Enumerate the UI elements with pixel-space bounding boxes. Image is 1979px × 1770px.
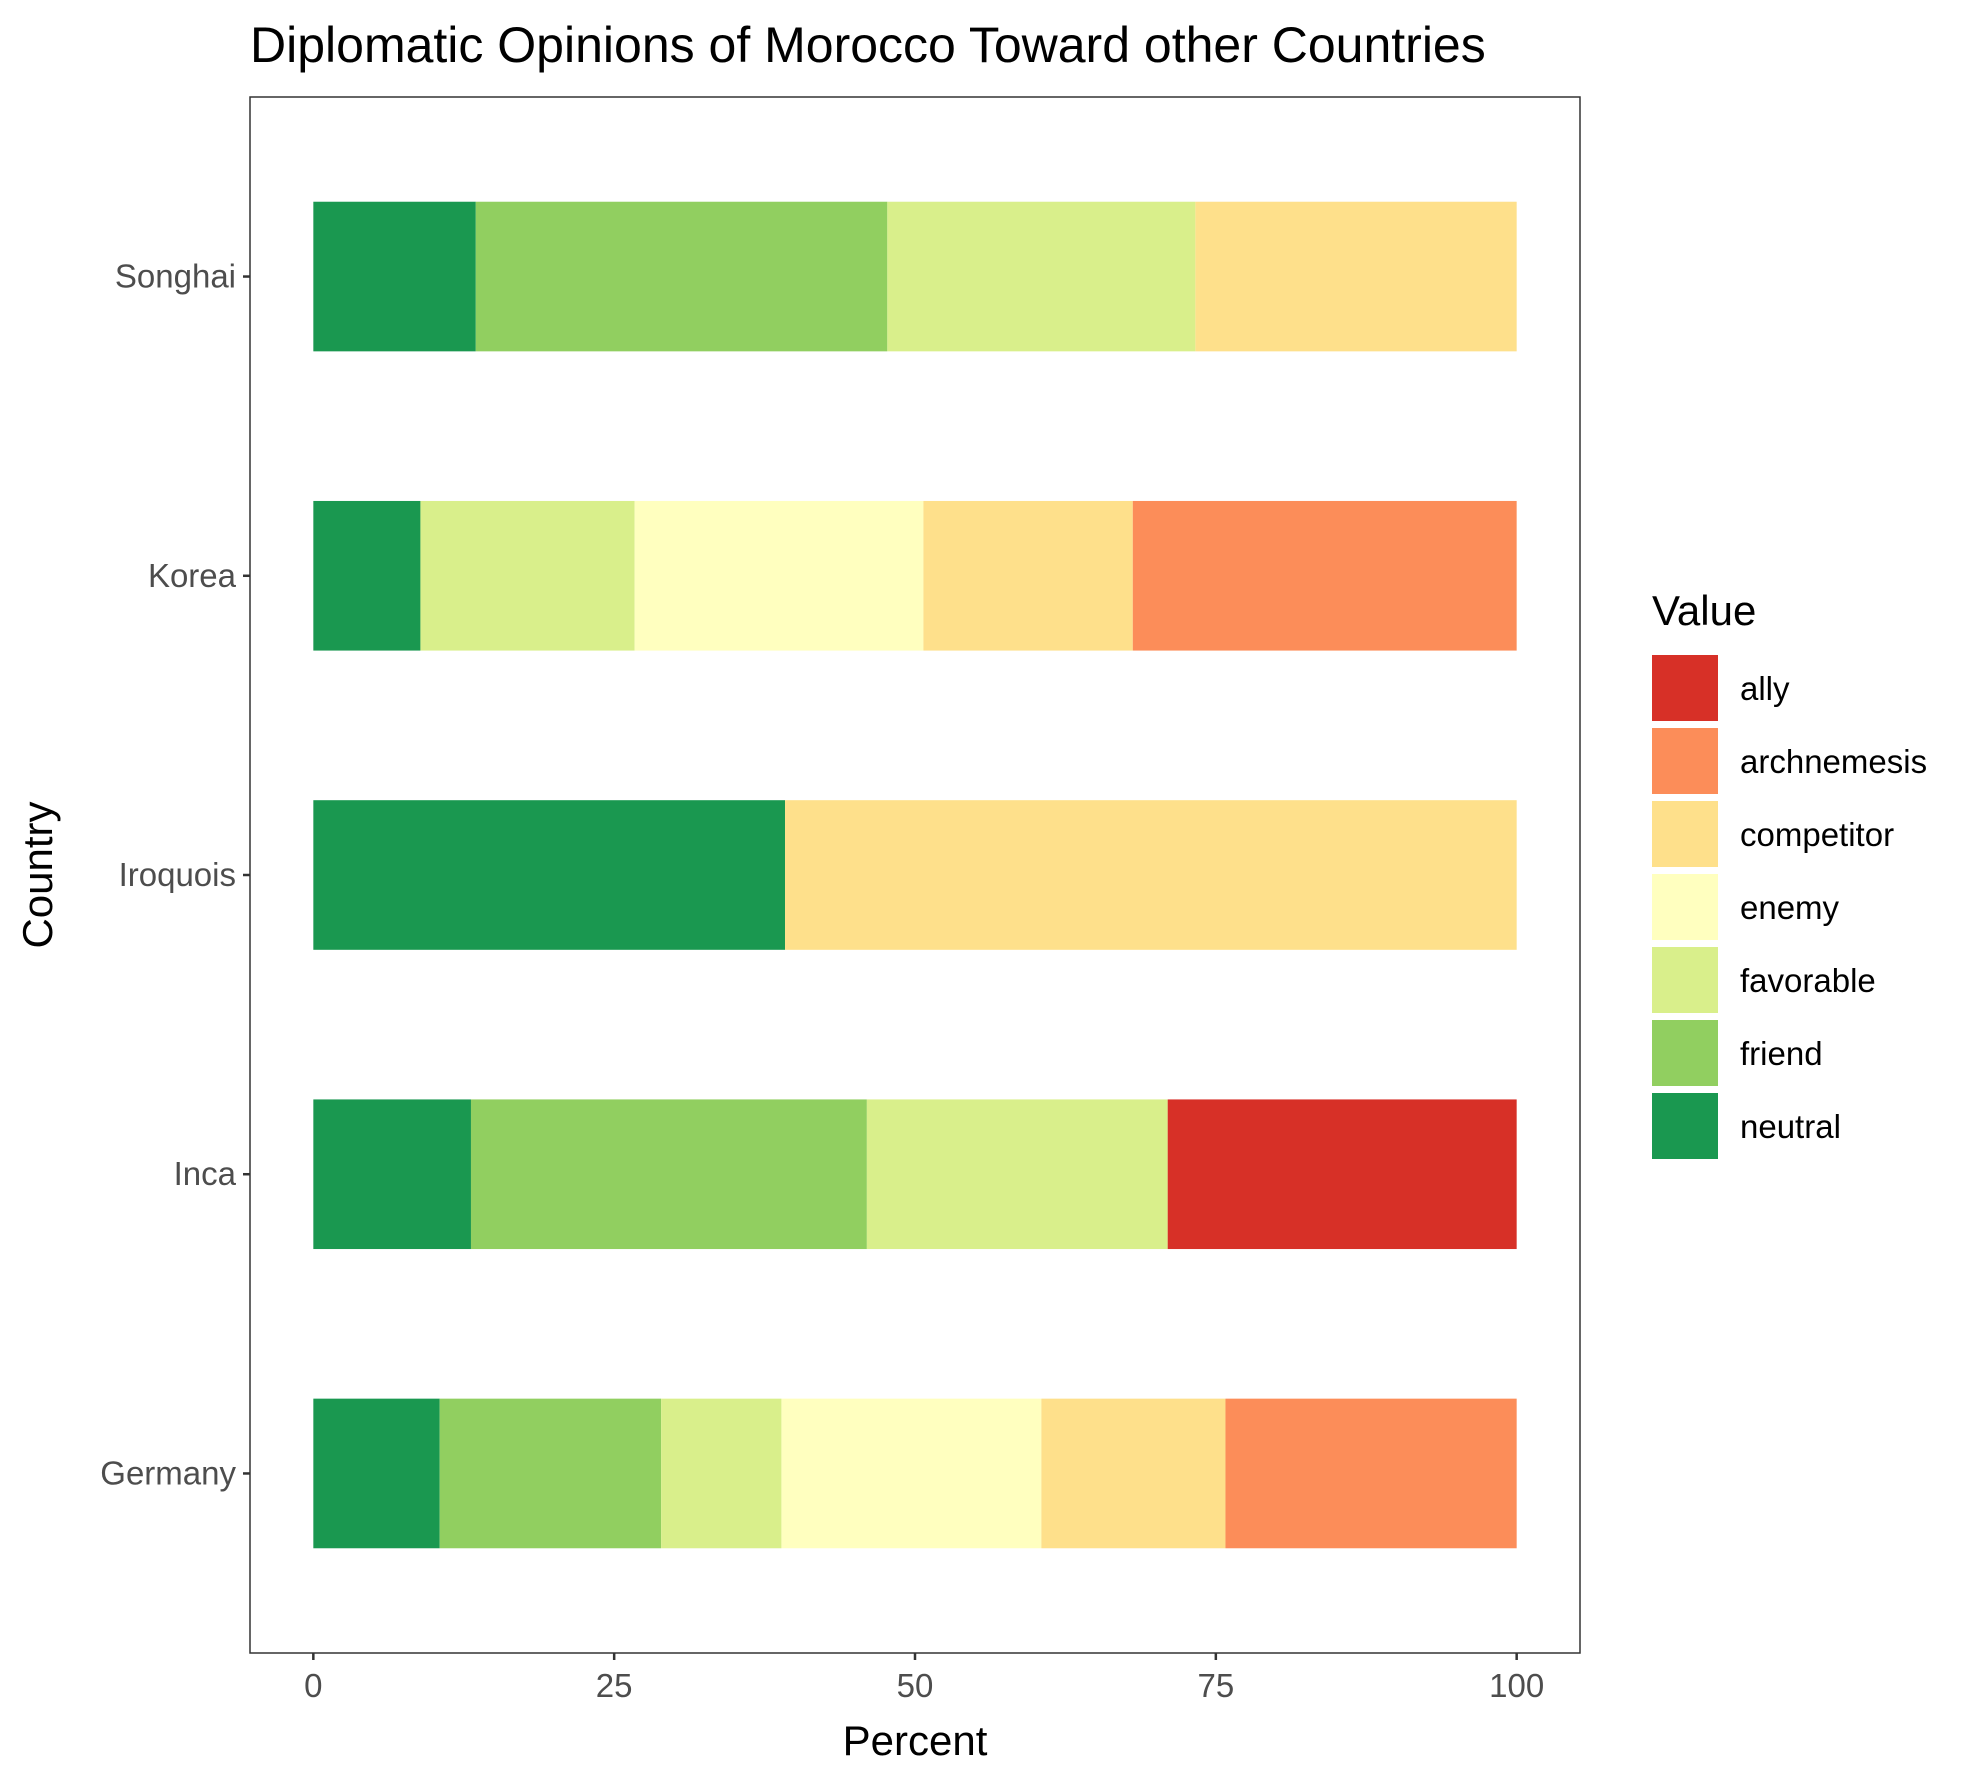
y-axis: Germany Inca Iroquois Korea Songhai: [100, 258, 250, 1491]
bar-songhai-friend: [475, 201, 888, 352]
bar-korea-enemy: [634, 500, 924, 651]
bar-inca-neutral: [313, 1099, 471, 1250]
x-tick-label-0: 0: [304, 1667, 322, 1704]
legend-label-favorable: favorable: [1740, 962, 1876, 999]
legend-label-ally: ally: [1740, 670, 1790, 707]
x-tick-label-50: 50: [897, 1667, 934, 1704]
bar-korea-competitor: [923, 500, 1133, 651]
bar-songhai-competitor: [1195, 201, 1517, 352]
legend: Value ally archnemesis competitor enemy favo…: [1652, 587, 1927, 1159]
bar-germany-friend: [439, 1398, 662, 1549]
bar-songhai-favorable: [887, 201, 1196, 352]
legend-label-enemy: enemy: [1740, 889, 1840, 926]
bar-iroquois-neutral: [313, 800, 786, 950]
bar-korea-neutral: [313, 500, 421, 651]
bar-songhai-neutral: [313, 201, 476, 352]
legend-label-competitor: competitor: [1740, 816, 1894, 853]
y-tick-label-korea: Korea: [148, 557, 237, 594]
legend-key-enemy: [1652, 874, 1718, 940]
y-tick-label-inca: Inca: [174, 1155, 237, 1192]
legend-key-neutral: [1652, 1093, 1718, 1159]
legend-label-friend: friend: [1740, 1035, 1823, 1072]
bar-germany-favorable: [661, 1398, 782, 1549]
legend-title: Value: [1652, 587, 1756, 634]
legend-label-neutral: neutral: [1740, 1108, 1841, 1145]
chart-title: Diplomatic Opinions of Morocco Toward ot…: [250, 17, 1486, 73]
legend-key-friend: [1652, 1020, 1718, 1086]
legend-key-competitor: [1652, 801, 1718, 867]
legend-key-favorable: [1652, 947, 1718, 1013]
bar-iroquois-competitor: [785, 800, 1517, 950]
y-tick-label-songhai: Songhai: [115, 258, 236, 295]
bar-korea-archnemesis: [1132, 500, 1517, 651]
bar-inca-friend: [470, 1099, 867, 1250]
bar-inca-favorable: [866, 1099, 1168, 1250]
bar-germany-neutral: [313, 1398, 440, 1549]
y-tick-label-germany: Germany: [100, 1454, 236, 1491]
bar-germany-archnemesis: [1225, 1398, 1517, 1549]
bar-inca-ally: [1167, 1099, 1517, 1250]
x-tick-label-100: 100: [1489, 1667, 1544, 1704]
y-tick-label-iroquois: Iroquois: [119, 856, 236, 893]
x-axis-title: Percent: [843, 1717, 988, 1764]
bar-korea-favorable: [420, 500, 635, 651]
legend-key-ally: [1652, 655, 1718, 721]
legend-key-archnemesis: [1652, 728, 1718, 794]
x-tick-label-75: 75: [1197, 1667, 1234, 1704]
bar-germany-enemy: [781, 1398, 1042, 1549]
legend-label-archnemesis: archnemesis: [1740, 743, 1927, 780]
bar-germany-competitor: [1041, 1398, 1226, 1549]
x-tick-label-25: 25: [596, 1667, 633, 1704]
y-axis-title: Country: [14, 801, 61, 948]
x-axis: 0 25 50 75 100: [304, 1653, 1544, 1704]
bars-layer: [313, 201, 1517, 1549]
